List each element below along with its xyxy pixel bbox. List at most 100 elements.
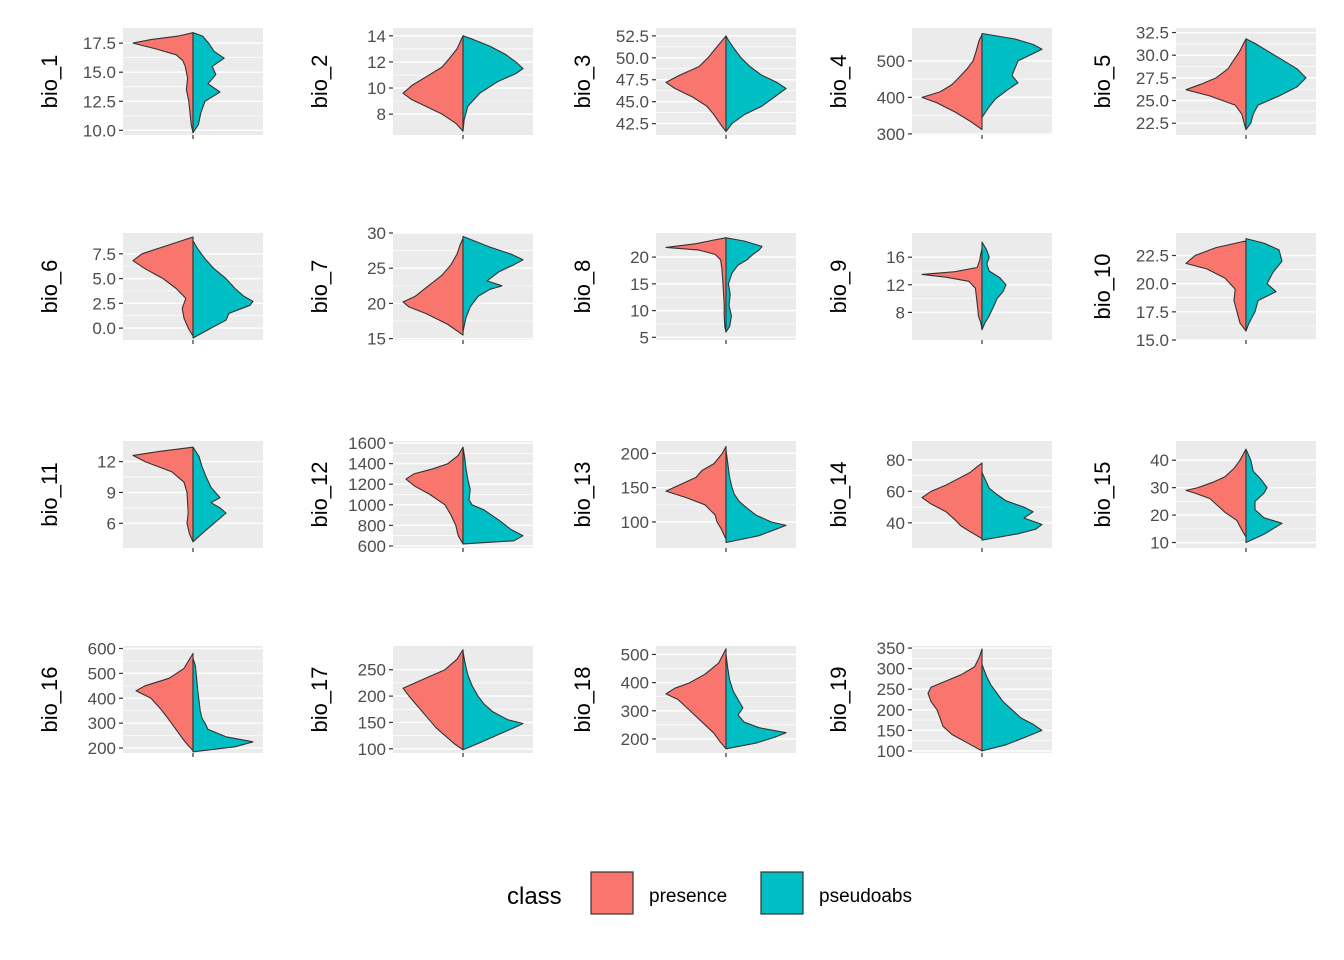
y-tick-label: 80: [886, 451, 905, 470]
y-tick-label: 15: [367, 330, 386, 349]
violin-presence-bio-1: [132, 32, 194, 134]
y-tick-label: 600: [358, 537, 386, 556]
y-tick-label: 150: [877, 721, 905, 740]
violin-pseudoabs-bio-8: [725, 237, 763, 333]
y-tick-label: 350: [877, 639, 905, 658]
y-axis-title: bio_11: [37, 462, 62, 526]
panel-bio-5: 22.5 25.0 27.5 30.0 32.5 bio_5: [1090, 24, 1316, 139]
y-tick-label: 300: [88, 714, 116, 733]
panel-bio-3: 42.5 45.0 47.5 50.0 52.5 bio_3: [570, 27, 796, 139]
y-tick-label: 40: [886, 514, 905, 533]
y-tick-label: 500: [88, 664, 116, 683]
violin-presence-bio-8: [665, 237, 727, 333]
y-tick-label: 50.0: [616, 49, 649, 68]
violin-presence-bio-16: [135, 652, 194, 752]
panel-bio-7: 15 20 25 30 bio_7: [307, 224, 533, 349]
legend-label-pseudoabs: pseudoabs: [819, 886, 912, 907]
y-tick-label: 20.0: [1136, 275, 1169, 294]
y-tick-label: 400: [621, 674, 649, 693]
violin-presence-bio-9: [921, 248, 983, 331]
panel-bio-14: 40 60 80 bio_14: [826, 441, 1052, 552]
y-axis-title: bio_7: [307, 260, 332, 314]
y-tick-label: 60: [886, 482, 905, 501]
y-tick-label: 300: [877, 125, 905, 144]
violin-presence-bio-5: [1185, 38, 1247, 131]
y-tick-label: 10: [367, 79, 386, 98]
panel-bio-10: 15.0 17.5 20.0 22.5 bio_10: [1090, 233, 1316, 350]
y-axis-title: bio_4: [826, 55, 851, 109]
panel-bio-17: 100 150 200 250 bio_17: [307, 646, 533, 759]
y-tick-label: 5.0: [92, 270, 116, 289]
y-tick-label: 250: [877, 680, 905, 699]
violin-presence-bio-18: [665, 648, 727, 750]
y-tick-label: 25: [367, 259, 386, 278]
y-tick-label: 45.0: [616, 93, 649, 112]
legend-label-presence: presence: [649, 886, 727, 907]
violin-presence-bio-17: [402, 649, 464, 751]
violin-pseudoabs-bio-12: [462, 446, 524, 545]
violin-presence-bio-7: [402, 238, 464, 336]
y-tick-label: 1400: [348, 455, 386, 474]
y-tick-label: 2.5: [92, 294, 116, 313]
y-axis-title: bio_17: [307, 666, 332, 732]
y-tick-label: 200: [621, 730, 649, 749]
violin-pseudoabs-bio-10: [1245, 238, 1283, 332]
y-tick-label: 200: [88, 739, 116, 758]
y-tick-label: 42.5: [616, 115, 649, 134]
y-axis-title: bio_10: [1090, 253, 1115, 319]
y-tick-label: 22.5: [1136, 247, 1169, 266]
y-tick-label: 15.0: [83, 63, 116, 82]
y-tick-label: 500: [877, 52, 905, 71]
y-tick-label: 14: [367, 27, 386, 46]
y-tick-label: 20: [630, 248, 649, 267]
panel-bio-1: 10.0 12.5 15.0 17.5 bio_1: [37, 28, 263, 140]
y-tick-label: 400: [877, 88, 905, 107]
y-axis-title: bio_1: [37, 55, 62, 109]
y-tick-label: 8: [896, 303, 905, 322]
y-tick-label: 1600: [348, 434, 386, 453]
violin-presence-bio-13: [665, 445, 727, 540]
y-tick-label: 17.5: [1136, 303, 1169, 322]
panel-bio-16: 200 300 400 500 600 bio_16: [37, 639, 263, 758]
violin-presence-bio-4: [921, 34, 983, 131]
legend-key-pseudoabs: [760, 871, 804, 915]
panel-bio-9: 8 12 16 bio_9: [826, 233, 1052, 344]
y-tick-label: 9: [107, 483, 116, 502]
y-tick-label: 22.5: [1136, 114, 1169, 133]
violin-pseudoabs-bio-14: [981, 471, 1043, 541]
y-tick-label: 47.5: [616, 71, 649, 90]
y-tick-label: 1200: [348, 475, 386, 494]
violin-pseudoabs-bio-17: [462, 650, 524, 751]
y-tick-label: 12: [886, 276, 905, 295]
y-tick-label: 200: [358, 687, 386, 706]
y-axis-title: bio_16: [37, 666, 62, 732]
y-tick-label: 7.5: [92, 245, 116, 264]
violin-presence-bio-6: [132, 236, 194, 337]
y-tick-label: 8: [377, 105, 386, 124]
y-tick-label: 150: [621, 479, 649, 498]
y-tick-label: 5: [640, 328, 649, 347]
violin-presence-bio-14: [921, 462, 983, 540]
legend: class presence pseudoabs: [507, 871, 912, 915]
y-tick-label: 30: [1150, 479, 1169, 498]
y-axis-title: bio_5: [1090, 55, 1115, 109]
y-tick-label: 40: [1150, 451, 1169, 470]
y-tick-label: 100: [358, 740, 386, 759]
y-tick-label: 12.5: [83, 92, 116, 111]
y-tick-label: 10: [1150, 534, 1169, 553]
y-axis-title: bio_19: [826, 666, 851, 732]
y-tick-label: 17.5: [83, 34, 116, 53]
violin-pseudoabs-bio-15: [1245, 448, 1283, 544]
panel-bio-2: 8 10 12 14 bio_2: [307, 27, 533, 139]
panel-bio-8: 5 10 15 20 bio_8: [570, 233, 796, 347]
violin-presence-bio-19: [927, 648, 983, 752]
panels-layer: 10.012.515.017.5bio_18101214bio_242.545.…: [37, 24, 1316, 761]
y-tick-label: 16: [886, 248, 905, 267]
y-axis-title: bio_15: [1090, 461, 1115, 527]
panel-bio-13: 100 150 200 bio_13: [570, 441, 796, 552]
y-tick-label: 32.5: [1136, 24, 1169, 43]
y-tick-label: 25.0: [1136, 92, 1169, 111]
panel-bio-6: 0.0 2.5 5.0 7.5 bio_6: [37, 233, 263, 344]
